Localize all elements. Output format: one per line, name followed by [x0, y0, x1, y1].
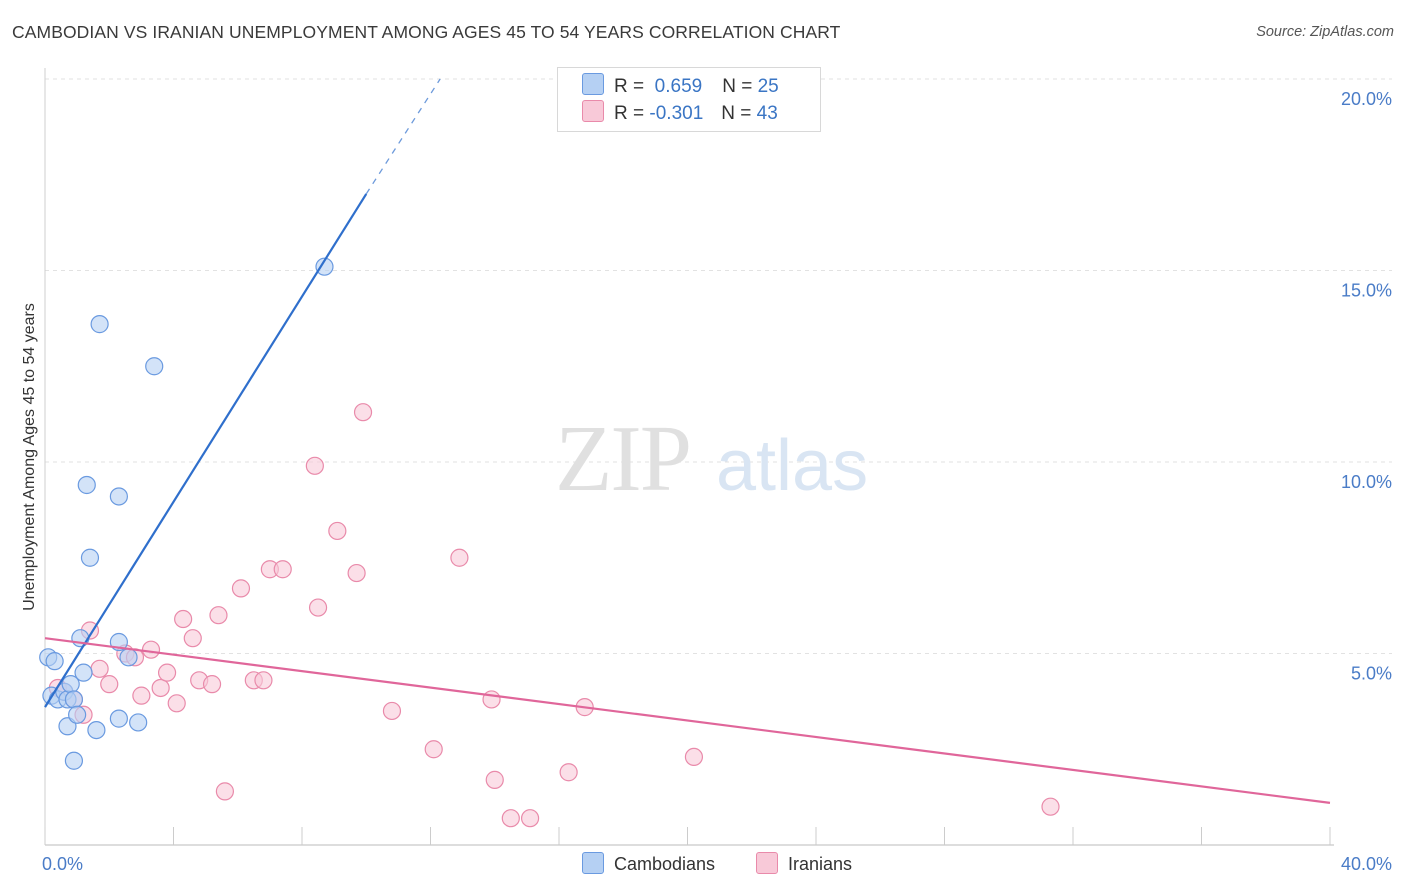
cambodian-point [64, 690, 84, 709]
iranian-point [559, 763, 578, 782]
iranian-point [141, 640, 161, 659]
grid-lines [45, 78, 1392, 654]
cambodian-point [315, 257, 334, 276]
y-axis-label: Unemployment Among Ages 45 to 54 years [21, 303, 38, 611]
iranian-point [353, 403, 373, 422]
iranian-point [1041, 797, 1060, 816]
legend-r-value: 0.659 [654, 76, 703, 97]
iranian-point [254, 671, 273, 690]
x-tick-label: 0.0% [42, 854, 83, 874]
iranian-point [167, 694, 186, 713]
cambodian-trend-extension [365, 78, 441, 195]
iranian-point [482, 690, 501, 709]
cambodian-point [145, 357, 164, 376]
y-tick-label: 5.0% [1351, 664, 1392, 684]
iranian-point [308, 598, 328, 617]
x-tick-label: 40.0% [1341, 854, 1392, 874]
iranian-point [132, 686, 151, 705]
legend-row-iranians: R = -0.301 N = 43 [582, 100, 778, 126]
iranian-point [450, 548, 469, 567]
watermark-atlas: atlas [716, 426, 868, 506]
legend-n-value: 43 [756, 103, 778, 124]
cambodian-point [77, 475, 96, 495]
cambodian-point [74, 663, 93, 682]
axes [44, 68, 1334, 846]
cambodian-point [68, 705, 87, 724]
bottom-swatch-pink [756, 852, 778, 874]
bottom-legend-label: Cambodians [614, 854, 716, 874]
legend-row-cambodians: R = 0.659 N = 25 [582, 73, 779, 99]
iranian-point [209, 606, 228, 625]
bottom-swatch-blue [582, 852, 604, 874]
cambodian-point [64, 751, 84, 770]
iranian-point [215, 782, 234, 801]
legend-n-value: 25 [757, 76, 779, 97]
legend-swatch-pink [582, 100, 604, 122]
iranian-trend-line [44, 637, 1331, 804]
iranian-point [273, 560, 292, 579]
y-tick-label: 10.0% [1341, 472, 1392, 492]
cambodian-point [80, 548, 100, 567]
legend-r-label: R = [614, 76, 645, 97]
iranian-point [174, 609, 193, 629]
iranian-point [157, 663, 177, 682]
correlation-legend: R = 0.659 N = 25 R = -0.301 N = 43 [557, 67, 821, 132]
legend-n-label: N = [721, 103, 752, 124]
legend-r-label: R = [614, 103, 645, 124]
cambodian-point [87, 720, 106, 740]
iranian-point [151, 678, 170, 698]
cambodian-point [129, 713, 148, 732]
iranian-point [328, 521, 347, 541]
iranian-point [485, 770, 504, 789]
tick-labels: 5.0% 10.0% 15.0% 20.0% 0.0% 40.0% [42, 89, 1392, 874]
cambodian-point [45, 652, 64, 671]
y-tick-label: 20.0% [1341, 89, 1392, 109]
iranian-point [424, 740, 443, 759]
iranian-point [382, 701, 402, 721]
cambodian-point [109, 709, 128, 728]
cambodian-point [119, 648, 138, 667]
legend-swatch-blue [582, 73, 604, 95]
watermark: ZIP atlas [555, 407, 868, 511]
iranian-point [684, 747, 704, 767]
bottom-legend-cambodians: Cambodians [582, 852, 715, 875]
iranian-point [520, 809, 540, 828]
trend-lines [44, 78, 1331, 804]
iranian-point [202, 675, 222, 694]
legend-n-label: N = [722, 76, 753, 97]
data-points [39, 257, 1060, 828]
iranian-point [347, 563, 366, 583]
y-tick-label: 15.0% [1341, 281, 1392, 301]
legend-r-value: -0.301 [649, 103, 704, 124]
iranian-point [90, 659, 109, 678]
bottom-legend-label: Iranians [788, 854, 853, 874]
bottom-legend-iranians: Iranians [756, 852, 852, 875]
cambodian-point [109, 487, 128, 506]
cambodian-trend-line [44, 193, 368, 708]
iranian-point [305, 456, 324, 475]
iranian-point [501, 809, 520, 828]
iranian-point [231, 579, 251, 598]
source-credit: Source: ZipAtlas.com [1256, 24, 1394, 40]
cambodian-point [90, 315, 109, 334]
iranian-point [100, 675, 119, 694]
chart-title: CAMBODIAN VS IRANIAN UNEMPLOYMENT AMONG … [12, 22, 841, 42]
watermark-zip: ZIP [555, 407, 690, 511]
iranian-point [183, 629, 202, 648]
